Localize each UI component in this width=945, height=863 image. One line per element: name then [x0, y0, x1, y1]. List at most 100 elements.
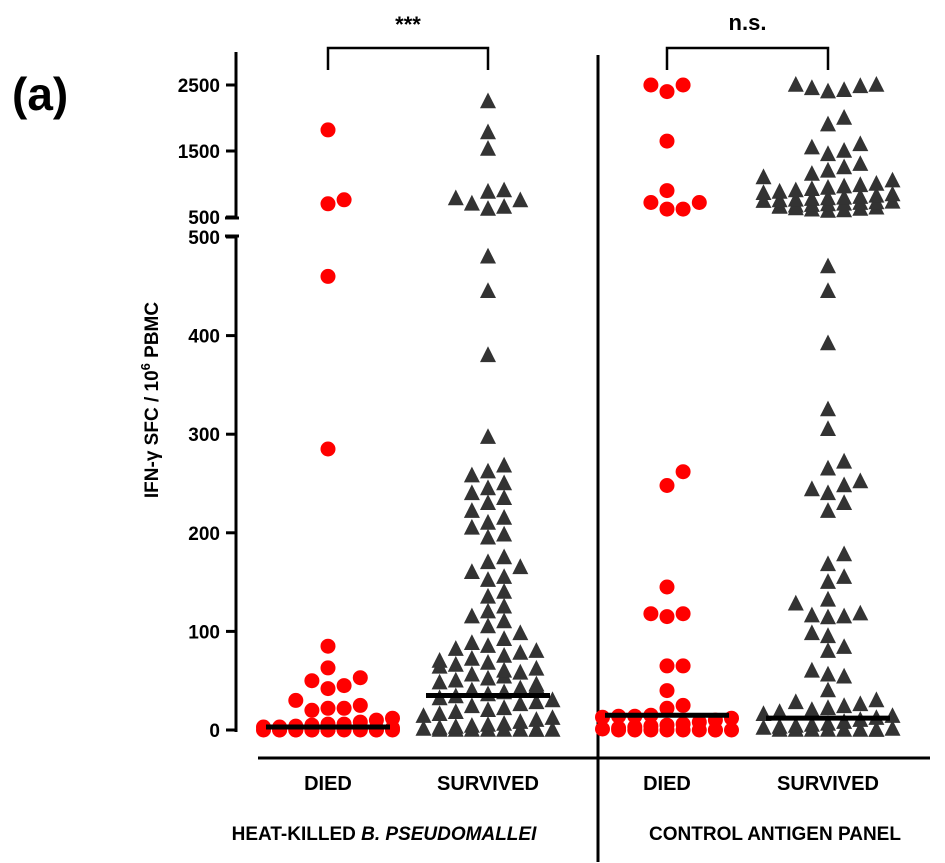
data-point-survived: [512, 695, 529, 712]
data-point-survived: [852, 604, 869, 621]
data-point-survived: [820, 334, 836, 351]
data-point-died: [724, 722, 739, 738]
data-point-survived: [431, 652, 448, 668]
data-point-survived: [480, 637, 496, 653]
data-point-died: [659, 478, 675, 493]
data-point-survived: [463, 607, 480, 624]
data-point-survived: [803, 480, 820, 497]
data-point-died: [659, 717, 675, 733]
significance-bracket: [665, 46, 830, 70]
data-point-survived: [820, 161, 836, 178]
data-point-survived: [820, 257, 836, 274]
data-point-survived: [480, 123, 496, 140]
data-point-died: [304, 673, 320, 689]
data-point-died: [643, 195, 659, 210]
data-point-survived: [480, 140, 496, 156]
data-point-survived: [480, 182, 496, 199]
data-point-died: [595, 721, 610, 737]
data-point-died: [659, 201, 675, 217]
y-tick-label: 500: [188, 228, 220, 249]
data-point-survived: [852, 77, 869, 94]
data-point-survived: [771, 182, 788, 199]
data-point-survived: [512, 558, 529, 575]
data-point-survived: [836, 667, 853, 684]
data-point-survived: [803, 701, 820, 717]
y-tick-label: 200: [188, 524, 220, 545]
data-point-survived: [528, 711, 545, 727]
y-tick-label: 500: [188, 208, 220, 229]
data-point-survived: [820, 699, 836, 716]
data-point-survived: [884, 171, 901, 188]
data-point-died: [691, 714, 707, 730]
data-point-survived: [852, 188, 869, 204]
data-point-survived: [803, 138, 820, 155]
data-point-survived: [447, 655, 464, 672]
data-point-survived: [496, 661, 513, 678]
data-point-survived: [480, 701, 496, 717]
data-point-survived: [480, 247, 496, 264]
data-point-survived: [884, 720, 901, 736]
data-point-died: [336, 678, 352, 694]
data-point-survived: [820, 420, 836, 436]
data-point-died: [675, 658, 691, 674]
x-category-label: SURVIVED: [777, 773, 879, 795]
data-point-survived: [496, 456, 513, 473]
data-point-survived: [463, 697, 480, 714]
data-point-survived: [803, 165, 820, 181]
data-point-died: [675, 606, 691, 622]
y-tick-label: 300: [188, 425, 220, 446]
data-point-survived: [544, 721, 561, 737]
data-point-survived: [480, 462, 496, 479]
data-point-died: [336, 700, 352, 716]
data-point-survived: [463, 194, 480, 211]
data-point-survived: [836, 81, 853, 97]
data-point-survived: [447, 703, 464, 719]
data-point-survived: [820, 642, 836, 658]
data-point-survived: [836, 697, 853, 714]
data-point-died: [675, 464, 691, 480]
data-point-died: [320, 196, 336, 212]
data-point-survived: [868, 691, 885, 708]
data-point-survived: [836, 494, 853, 510]
data-point-survived: [528, 642, 545, 658]
x-category-label: SURVIVED: [437, 773, 539, 795]
data-point-survived: [480, 571, 496, 587]
data-point-survived: [820, 715, 836, 731]
data-point-survived: [868, 175, 885, 191]
data-point-survived: [496, 568, 513, 584]
data-point-died: [691, 195, 707, 210]
data-point-died: [627, 719, 643, 735]
data-point-survived: [512, 713, 529, 729]
data-point-survived: [463, 665, 480, 682]
data-point-survived: [820, 115, 836, 132]
data-point-survived: [480, 587, 496, 604]
data-point-survived: [512, 624, 529, 641]
data-point-survived: [431, 673, 448, 690]
panel-group-label: HEAT-KILLED B. PSEUDOMALLEI: [232, 824, 537, 845]
data-point-survived: [852, 721, 869, 737]
data-point-survived: [463, 518, 480, 535]
data-point-survived: [480, 494, 496, 510]
data-point-survived: [836, 177, 853, 194]
y-tick-label: 1500: [178, 142, 220, 163]
data-points: [256, 76, 901, 738]
data-point-survived: [496, 715, 513, 731]
panel-group-label: CONTROL ANTIGEN PANEL: [649, 824, 901, 845]
data-point-survived: [447, 189, 464, 206]
data-point-survived: [480, 200, 496, 216]
data-point-survived: [480, 617, 496, 634]
data-point-survived: [836, 109, 853, 125]
data-point-survived: [787, 717, 804, 733]
data-point-survived: [496, 181, 513, 198]
data-point-survived: [803, 180, 820, 196]
data-point-survived: [431, 705, 448, 721]
data-point-died: [304, 702, 320, 718]
data-point-survived: [803, 624, 820, 641]
data-point-survived: [820, 681, 836, 698]
data-point-survived: [512, 679, 529, 696]
data-point-survived: [480, 528, 496, 545]
data-point-died: [352, 670, 368, 686]
data-point-survived: [496, 509, 513, 525]
data-point-survived: [512, 663, 529, 680]
